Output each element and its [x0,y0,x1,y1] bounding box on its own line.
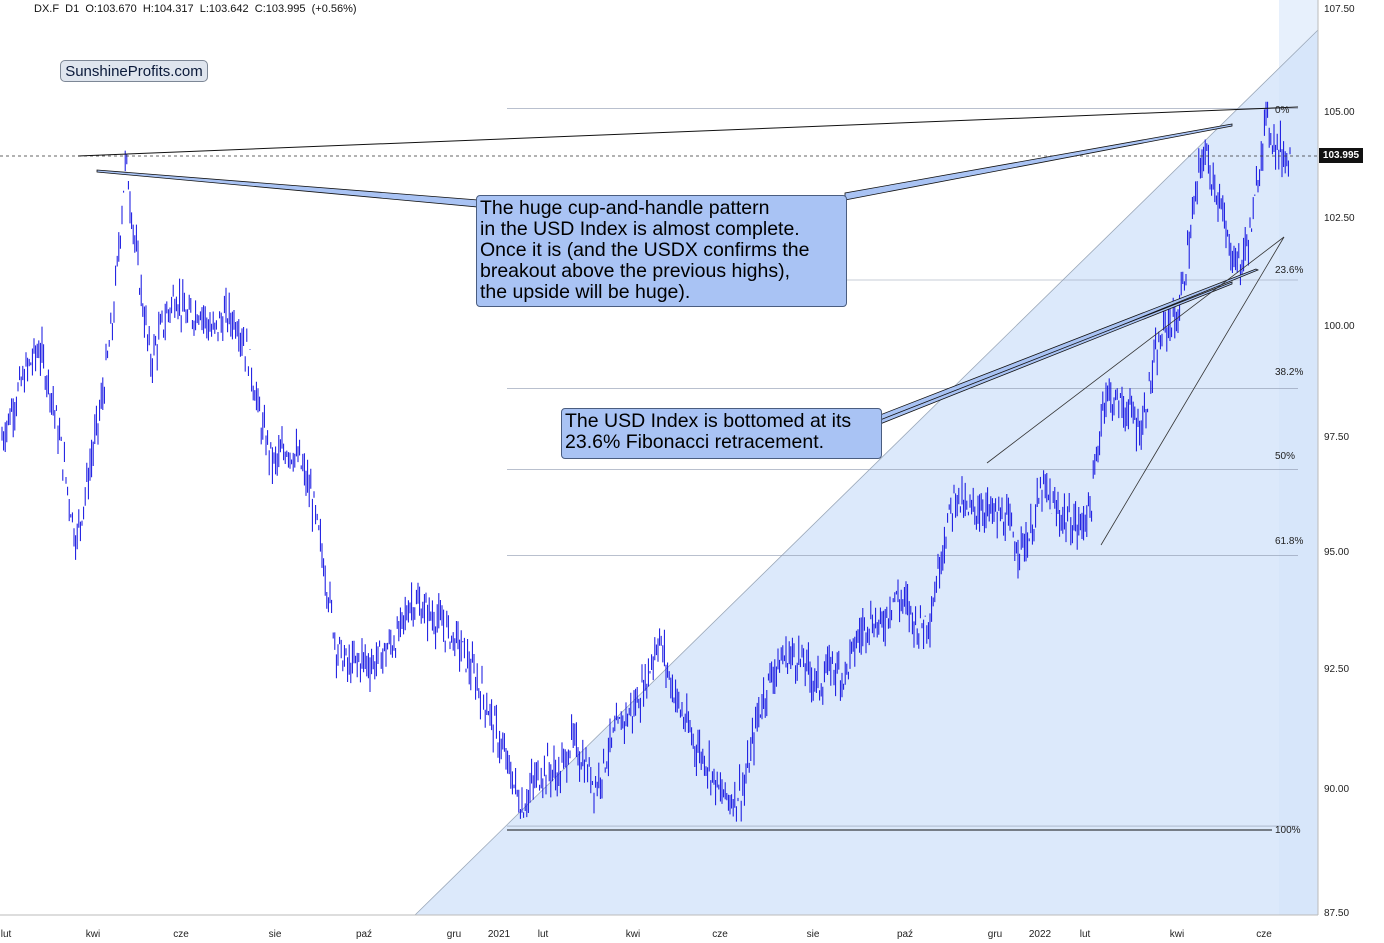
ohlc-header: DX.F D1 O:103.670 H:104.317 L:103.642 C:… [34,3,357,15]
fib-label: 0% [1275,105,1290,116]
x-tick: kwi [625,929,641,940]
fib-label: 23.6% [1275,265,1304,276]
x-tick: paź [896,929,914,940]
y-tick: 100.00 [1324,321,1355,332]
price-series [1,101,1291,822]
x-tick: sie [268,929,282,940]
x-tick: lut [1079,929,1091,940]
x-tick: lut [0,929,12,940]
x-tick: cze [1256,929,1272,940]
fib-label: 38.2% [1275,367,1304,378]
fib-label: 61.8% [1275,536,1304,547]
y-tick: 90.00 [1324,784,1350,795]
y-tick: 105.00 [1324,107,1355,118]
y-tick: 87.50 [1324,908,1350,919]
trend-diagonal [414,29,1319,916]
y-tick: 92.50 [1324,664,1350,675]
x-tick: cze [173,929,189,940]
fib-label: 50% [1275,451,1296,462]
brand-watermark: SunshineProfits.com [60,60,208,82]
callout-cup-handle: The huge cup-and-handle pattern in the U… [476,195,847,307]
x-tick: sie [806,929,820,940]
callout-1-pointer [96,169,479,208]
y-tick: 102.50 [1324,213,1355,224]
x-tick: gru [446,929,462,940]
x-tick: 2022 [1028,929,1052,940]
x-tick: kwi [85,929,101,940]
y-tick: 95.00 [1324,547,1350,558]
current-price-tag: 103.995 [1319,148,1363,163]
fib-label: 100% [1275,825,1301,836]
x-tick: kwi [1169,929,1185,940]
price-candles [1,101,1291,822]
channel-lower [1100,236,1285,546]
x-tick: paź [355,929,373,940]
x-tick: lut [537,929,549,940]
callout-fib: The USD Index is bottomed at its 23.6% F… [561,408,882,459]
x-tick: cze [712,929,728,940]
y-tick: 107.50 [1324,4,1355,15]
annotation-lines [0,106,1318,831]
channel-upper [986,236,1285,464]
cup-rim-line [77,106,1299,157]
y-tick: 97.50 [1324,432,1350,443]
x-tick: 2021 [487,929,511,940]
x-tick: gru [987,929,1003,940]
